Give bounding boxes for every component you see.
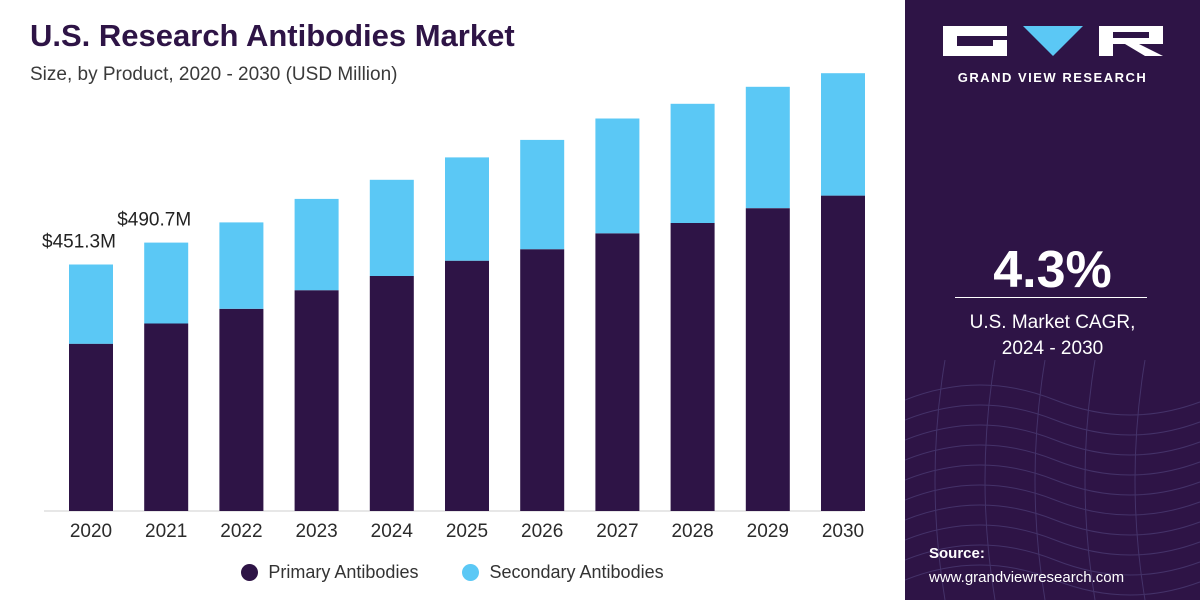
cagr-label-line1: U.S. Market CAGR, — [969, 312, 1136, 333]
bar-secondary-2025 — [445, 157, 489, 261]
data-labels: $451.3M$490.7M — [42, 210, 191, 253]
x-tick-2029: 2029 — [747, 521, 789, 542]
bars-group — [69, 73, 865, 512]
bar-secondary-2029 — [745, 86, 790, 209]
legend-swatch — [241, 564, 259, 581]
x-tick-2026: 2026 — [521, 521, 563, 542]
bar-primary-2028 — [670, 222, 715, 511]
legend-label: Secondary Antibodies — [489, 562, 664, 582]
chart-subtitle: Size, by Product, 2020 - 2030 (USD Milli… — [30, 64, 398, 85]
legend-item-primary: Primary Antibodies — [241, 562, 418, 583]
bar-secondary-2021 — [144, 242, 189, 324]
bar-secondary-2030 — [821, 73, 865, 196]
bar-primary-2026 — [520, 249, 565, 511]
x-tick-2028: 2028 — [671, 521, 713, 542]
bar-secondary-2020 — [69, 264, 113, 344]
bar-secondary-2022 — [219, 222, 264, 309]
bar-secondary-2023 — [294, 198, 339, 291]
source-url: www.grandviewresearch.com — [929, 569, 1125, 586]
cagr-label: U.S. Market CAGR, 2024 - 2030 — [905, 310, 1200, 362]
bar-primary-2030 — [821, 195, 865, 511]
chart-area: U.S. Research Antibodies Market Size, by… — [0, 18, 905, 583]
x-tick-2023: 2023 — [295, 521, 337, 542]
x-tick-2021: 2021 — [145, 521, 187, 542]
legend: Primary Antibodies Secondary Antibodies — [0, 562, 905, 583]
bar-secondary-2028 — [670, 103, 715, 223]
cagr-value: 4.3% — [993, 241, 1112, 299]
x-tick-labels: 2020 2021 2022 2023 2024 2025 2026 2027 2028 2029… — [70, 521, 864, 542]
chart-title: U.S. Research Antibodies Market — [30, 18, 515, 53]
bar-primary-2029 — [745, 208, 790, 511]
bar-primary-2022 — [219, 308, 264, 511]
x-tick-2027: 2027 — [596, 521, 638, 542]
legend-item-secondary: Secondary Antibodies — [462, 562, 664, 583]
bar-primary-2023 — [294, 290, 339, 511]
cagr-divider — [955, 297, 1147, 298]
x-tick-2022: 2022 — [220, 521, 262, 542]
bar-secondary-2027 — [595, 118, 640, 234]
bar-secondary-2026 — [520, 139, 565, 250]
x-tick-2024: 2024 — [371, 521, 414, 542]
legend-label: Primary Antibodies — [268, 562, 419, 582]
data-label-2020: $451.3M — [42, 232, 116, 253]
bar-primary-2024 — [369, 276, 414, 511]
x-tick-2020: 2020 — [70, 521, 112, 542]
brand-name: GRAND VIEW RESEARCH — [957, 70, 1148, 85]
bar-primary-2025 — [445, 260, 489, 511]
legend-swatch — [462, 564, 480, 581]
bar-primary-2021 — [144, 323, 189, 511]
x-tick-2025: 2025 — [446, 521, 488, 542]
cagr-label-line2: 2024 - 2030 — [1001, 338, 1104, 359]
x-tick-2030: 2030 — [822, 521, 864, 542]
source-label: Source: — [929, 545, 985, 562]
bar-primary-2020 — [69, 343, 113, 511]
wave-pattern-decoration — [905, 360, 1200, 600]
bar-secondary-2024 — [369, 179, 414, 276]
gvr-logo-icon — [943, 26, 1163, 56]
side-panel: GRAND VIEW RESEARCH 4.3% U.S. Market CAG… — [905, 0, 1200, 600]
bar-chart: 2020 2021 2022 2023 2024 2025 2026 2027 2028 2029… — [42, 73, 865, 542]
bar-primary-2027 — [595, 233, 640, 512]
data-label-2021: $490.7M — [117, 210, 191, 231]
